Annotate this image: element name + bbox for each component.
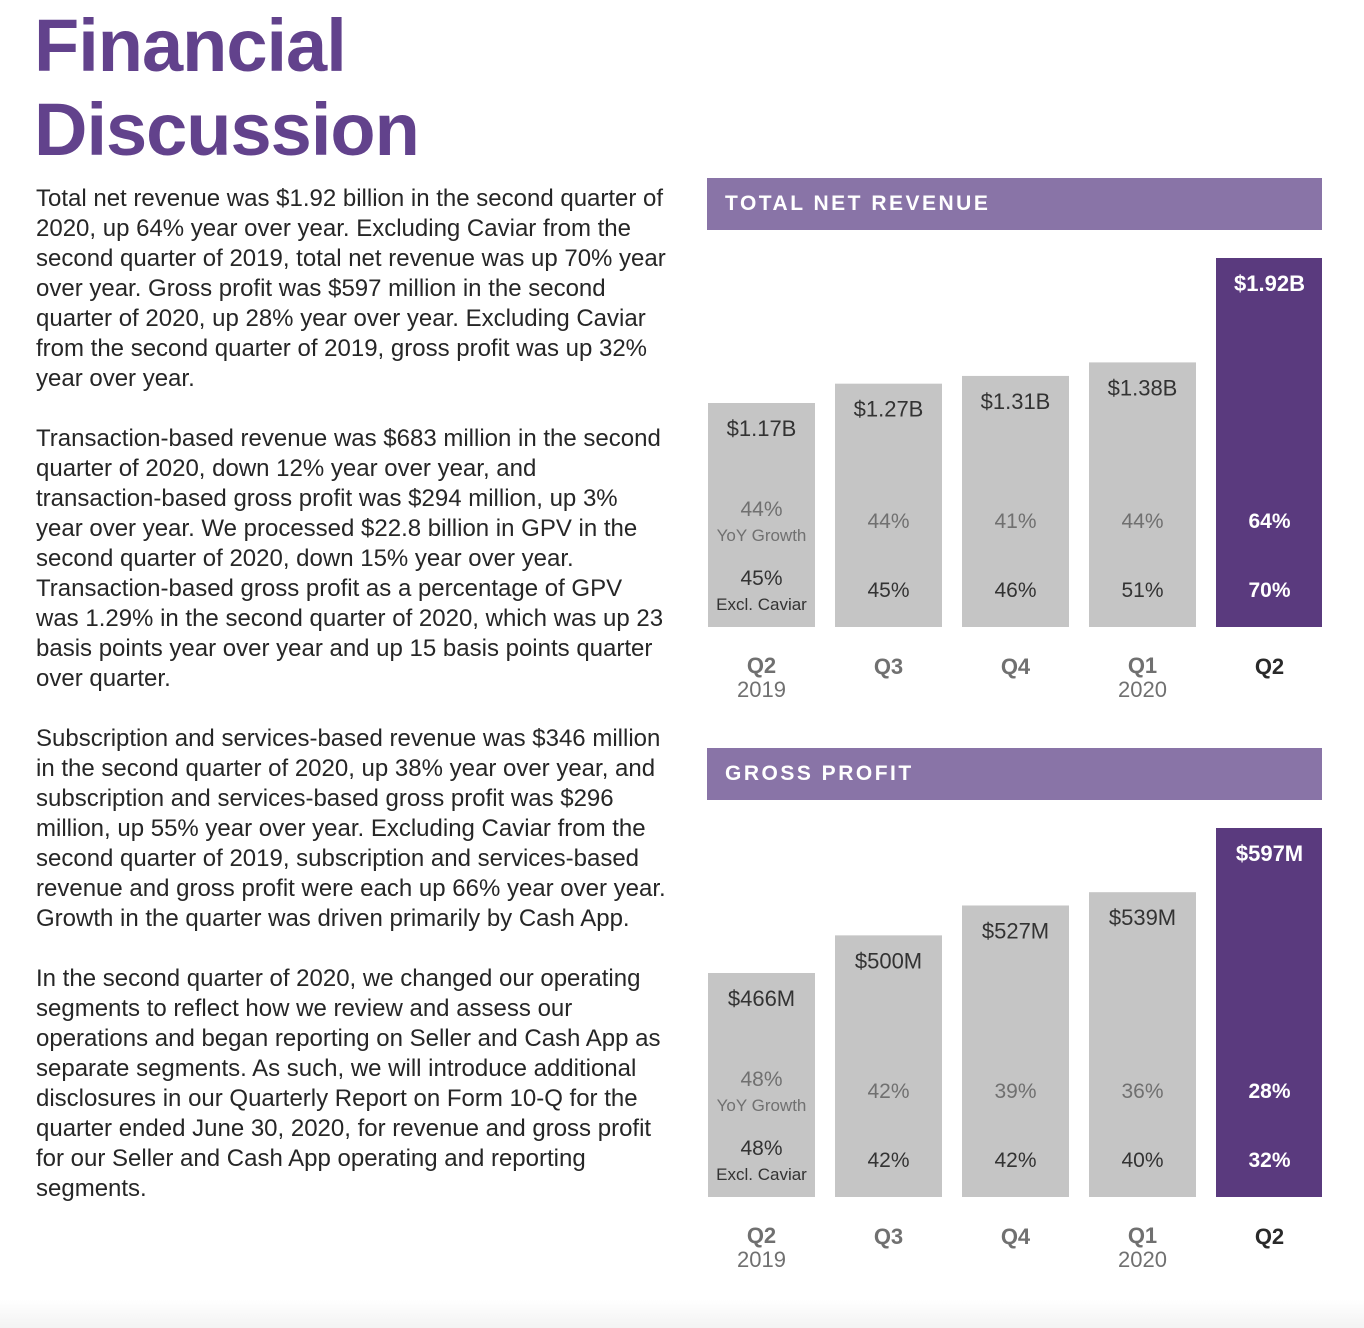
chart-bar — [1216, 828, 1322, 1197]
excl-caviar-caption: Excl. Caviar — [716, 595, 807, 614]
chart-bar — [708, 403, 815, 627]
x-tick-label: Q4 — [1001, 654, 1031, 679]
bar-value-label: $1.31B — [981, 389, 1051, 414]
body-text: Total net revenue was $1.92 billion in t… — [36, 184, 666, 1234]
page-footer-shade — [0, 1300, 1364, 1328]
gross-profit-chart-panel: GROSS PROFIT $466M 48% YoY Growth 48% Excl. … — [707, 748, 1322, 1272]
bar-value-label: $539M — [1109, 905, 1176, 930]
revenue-chart-panel: TOTAL NET REVENUE $1.17B 44% YoY Growth 45%… — [707, 178, 1322, 702]
yoy-growth-caption: YoY Growth — [717, 526, 807, 545]
yoy-growth-label: 44% — [867, 510, 909, 533]
excl-caviar-label: 51% — [1121, 579, 1163, 602]
chart-bar — [1216, 258, 1322, 627]
bar-value-label: $1.17B — [727, 416, 797, 441]
x-tick-label: Q2 — [747, 653, 776, 678]
paragraph: Total net revenue was $1.92 billion in t… — [36, 185, 666, 392]
yoy-growth-label: 48% — [740, 1068, 782, 1091]
bar-value-label: $1.27B — [854, 397, 924, 422]
excl-caviar-label: 32% — [1248, 1149, 1290, 1172]
excl-caviar-label: 45% — [867, 579, 909, 602]
excl-caviar-caption: Excl. Caviar — [716, 1165, 807, 1184]
excl-caviar-label: 45% — [740, 567, 782, 590]
excl-caviar-label: 42% — [994, 1149, 1036, 1172]
gross-profit-chart-title: GROSS PROFIT — [707, 748, 1322, 800]
revenue-chart-title: TOTAL NET REVENUE — [707, 178, 1322, 230]
excl-caviar-label: 42% — [867, 1149, 909, 1172]
yoy-growth-label: 36% — [1121, 1080, 1163, 1103]
x-tick-year-label: 2020 — [1118, 1247, 1167, 1272]
x-tick-year-label: 2019 — [737, 1247, 786, 1272]
yoy-growth-label: 44% — [740, 498, 782, 521]
excl-caviar-label: 48% — [740, 1137, 782, 1160]
page-title-line-2: Discussion — [34, 88, 420, 171]
chart-bar — [835, 383, 942, 627]
chart-bar — [962, 375, 1069, 627]
bar-value-label: $500M — [855, 948, 922, 973]
x-tick-label: Q1 — [1128, 653, 1157, 678]
yoy-growth-caption: YoY Growth — [717, 1096, 807, 1115]
chart-bar — [835, 935, 942, 1197]
bar-value-label: $597M — [1236, 841, 1303, 866]
bar-value-label: $527M — [982, 918, 1049, 943]
chart-bar — [708, 973, 815, 1197]
bar-value-label: $1.92B — [1234, 271, 1305, 296]
x-tick-label: Q2 — [1255, 1224, 1284, 1249]
excl-caviar-label: 70% — [1248, 579, 1290, 602]
yoy-growth-label: 39% — [994, 1080, 1036, 1103]
yoy-growth-label: 64% — [1248, 510, 1290, 533]
bar-value-label: $466M — [728, 986, 795, 1011]
x-tick-label: Q3 — [874, 654, 903, 679]
x-tick-label: Q2 — [747, 1223, 776, 1248]
yoy-growth-label: 42% — [867, 1080, 909, 1103]
paragraph: In the second quarter of 2020, we change… — [36, 965, 661, 1202]
chart-bar — [1089, 892, 1196, 1197]
x-tick-label: Q2 — [1255, 654, 1284, 679]
chart-bar — [1089, 362, 1196, 627]
yoy-growth-label: 41% — [994, 510, 1036, 533]
page-title: Financial Discussion — [34, 4, 420, 172]
bar-value-label: $1.38B — [1108, 375, 1178, 400]
excl-caviar-label: 40% — [1121, 1149, 1163, 1172]
page-title-line-1: Financial — [34, 4, 347, 87]
excl-caviar-label: 46% — [994, 579, 1036, 602]
yoy-growth-label: 28% — [1248, 1080, 1290, 1103]
chart-bar — [962, 905, 1069, 1197]
x-tick-year-label: 2020 — [1118, 677, 1167, 702]
x-tick-label: Q3 — [874, 1224, 903, 1249]
yoy-growth-label: 44% — [1121, 510, 1163, 533]
paragraph: Subscription and services-based revenue … — [36, 725, 666, 932]
paragraph: Transaction-based revenue was $683 milli… — [36, 425, 664, 692]
x-tick-label: Q1 — [1128, 1223, 1157, 1248]
x-tick-year-label: 2019 — [737, 677, 786, 702]
x-tick-label: Q4 — [1001, 1224, 1031, 1249]
